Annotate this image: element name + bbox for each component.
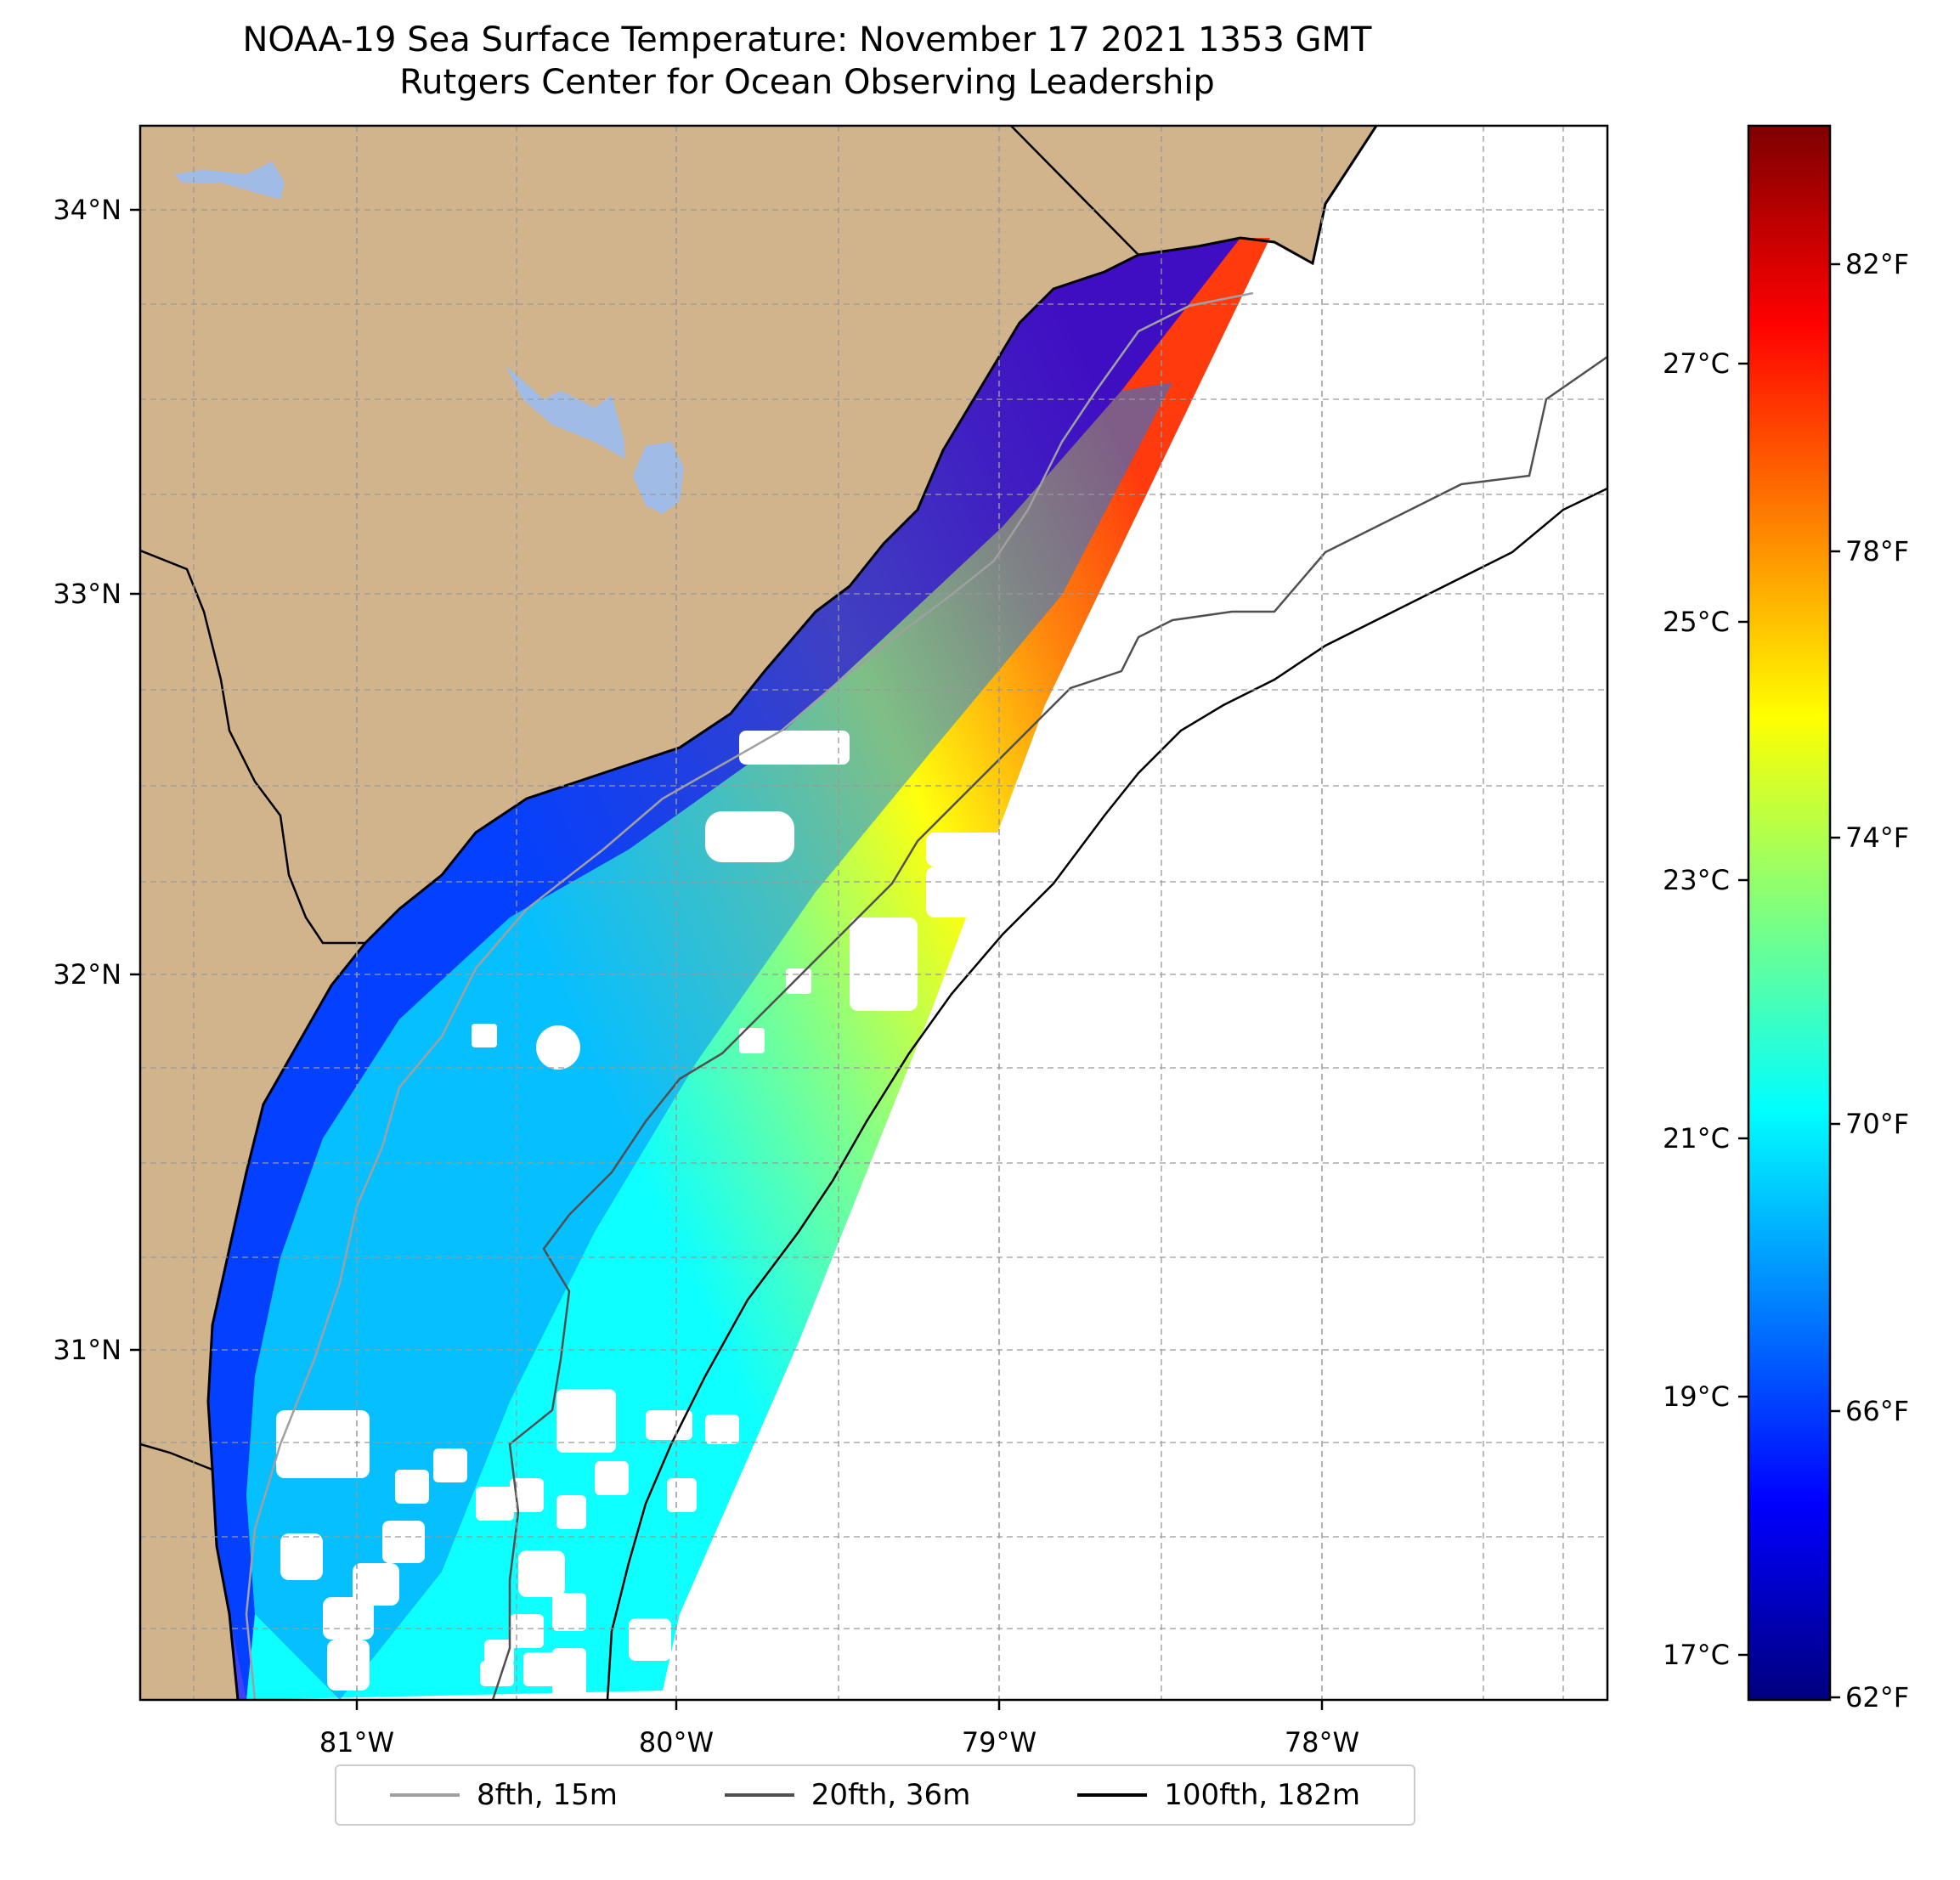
lake-north [174, 161, 285, 200]
legend-item-20fth: 20fth, 36m [724, 1778, 971, 1812]
cbar-f-78: 78°F [1845, 535, 1909, 567]
legend-swatch-8fth [389, 1793, 460, 1797]
map-ticks [130, 208, 1324, 1710]
legend-item-100fth: 100fth, 182m [1077, 1778, 1360, 1812]
river-savannah [140, 549, 365, 945]
state-border [1010, 126, 1139, 256]
title-line-1: NOAA-19 Sea Surface Temperature: Novembe… [242, 20, 1372, 59]
legend-label-20fth: 20fth, 36m [811, 1778, 971, 1812]
river-altamaha [140, 1442, 213, 1471]
colorbar-f-labels: 82°F 78°F 74°F 70°F 66°F 62°F [1845, 248, 1909, 1713]
sst-cold-band [208, 238, 1240, 1700]
isobath-8fth [245, 291, 1254, 1700]
legend-label-8fth: 8fth, 15m [476, 1778, 618, 1812]
cbar-c-21: 21°C [1663, 1122, 1730, 1155]
cbar-f-74: 74°F [1845, 821, 1909, 854]
legend-swatch-20fth [724, 1793, 794, 1797]
map-frame [138, 124, 1609, 1702]
cbar-f-70: 70°F [1845, 1108, 1909, 1140]
colorbar-c-labels: 27°C 25°C 23°C 21°C 19°C 17°C [1663, 347, 1730, 1671]
legend-item-8fth: 8fth, 15m [389, 1778, 618, 1812]
cbar-f-82: 82°F [1845, 248, 1909, 280]
lon-tick-80w: 80°W [639, 1726, 714, 1759]
lat-tick-33n: 33°N [53, 578, 121, 610]
land-mass [140, 126, 1376, 1700]
title-line-2: Rutgers Center for Ocean Observing Leade… [399, 63, 1215, 102]
cbar-c-19: 19°C [1663, 1380, 1730, 1413]
lat-tick-labels: 34°N 33°N 32°N 31°N [53, 194, 121, 1366]
isobath-20fth [491, 355, 1607, 1700]
lon-tick-labels: 81°W 80°W 79°W 78°W [319, 1726, 1359, 1759]
cbar-f-66: 66°F [1845, 1395, 1909, 1427]
colorbar-ticks [1738, 263, 1840, 1699]
legend-label-100fth: 100fth, 182m [1164, 1778, 1361, 1812]
cbar-c-27: 27°C [1663, 347, 1730, 380]
graticule [140, 126, 1607, 1700]
lon-tick-78w: 78°W [1285, 1726, 1359, 1759]
legend-swatch-100fth [1077, 1793, 1148, 1797]
lat-tick-31n: 31°N [53, 1334, 121, 1366]
lat-tick-32n: 32°N [53, 958, 121, 991]
isobath-100fth [606, 487, 1607, 1700]
lat-tick-34n: 34°N [53, 194, 121, 226]
cbar-c-25: 25°C [1663, 606, 1730, 638]
map-title: NOAA-19 Sea Surface Temperature: Novembe… [0, 19, 1614, 104]
lon-tick-81w: 81°W [319, 1726, 394, 1759]
cbar-f-62: 62°F [1845, 1681, 1909, 1713]
cbar-c-23: 23°C [1663, 864, 1730, 896]
lake-marion [506, 365, 624, 459]
cloud-gaps [276, 731, 1011, 1699]
lake-moultrie [633, 442, 684, 514]
cbar-c-17: 17°C [1663, 1639, 1730, 1671]
lon-tick-79w: 79°W [962, 1726, 1036, 1759]
isobath-legend: 8fth, 15m 20fth, 36m 100fth, 182m [335, 1764, 1415, 1826]
sst-mid-band [246, 382, 1172, 1700]
colorbar [1747, 124, 1832, 1702]
